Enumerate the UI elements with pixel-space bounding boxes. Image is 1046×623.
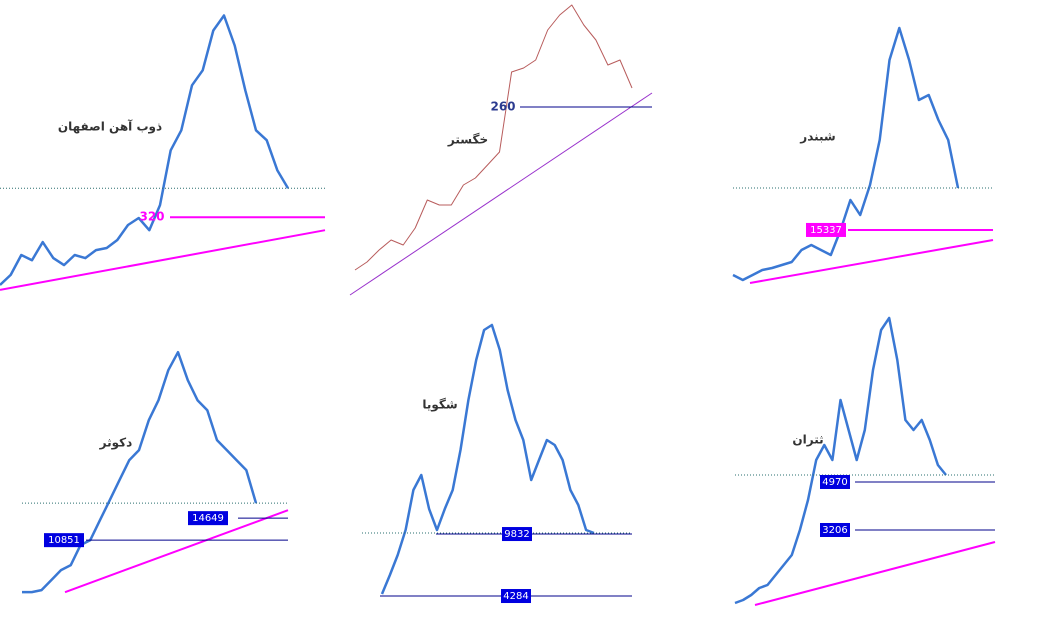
chart-title: شبندر: [799, 130, 835, 144]
price-line: [732, 26, 960, 282]
price-line: [22, 350, 258, 594]
level-label: 3206: [822, 525, 847, 536]
level-label: 10851: [48, 535, 80, 546]
level-label: 320: [139, 210, 164, 224]
trend-line: [0, 229, 326, 291]
price-line: [0, 14, 290, 286]
level-label-box: [820, 522, 850, 537]
level-label: 14649: [192, 513, 224, 524]
level-label: 4970: [822, 477, 847, 488]
level-label: 15337: [810, 225, 842, 236]
trend-line: [749, 239, 994, 284]
level-label-box: [44, 533, 84, 548]
chart-title: خگستر: [447, 133, 488, 147]
level-label: 260: [490, 100, 515, 114]
level-label-box: [501, 589, 531, 604]
chart-title: ثتران: [792, 433, 823, 447]
chart-title: دکوثر: [99, 436, 133, 451]
trend-line: [754, 541, 996, 606]
price-line: [380, 323, 595, 595]
level-label-box: [502, 527, 532, 542]
level-label: 9832: [504, 529, 529, 540]
level-label-box: [806, 222, 846, 237]
level-label-box: [188, 511, 228, 526]
level-label-box: [820, 474, 850, 489]
chart-title: شگویا: [422, 398, 457, 413]
trend-line: [64, 509, 289, 594]
price-line: [734, 316, 947, 605]
level-label: 4284: [503, 591, 528, 602]
trend-line: [349, 92, 653, 296]
price-line: [354, 4, 633, 271]
chart-title: ذوب آهن اصفهان: [58, 119, 162, 135]
